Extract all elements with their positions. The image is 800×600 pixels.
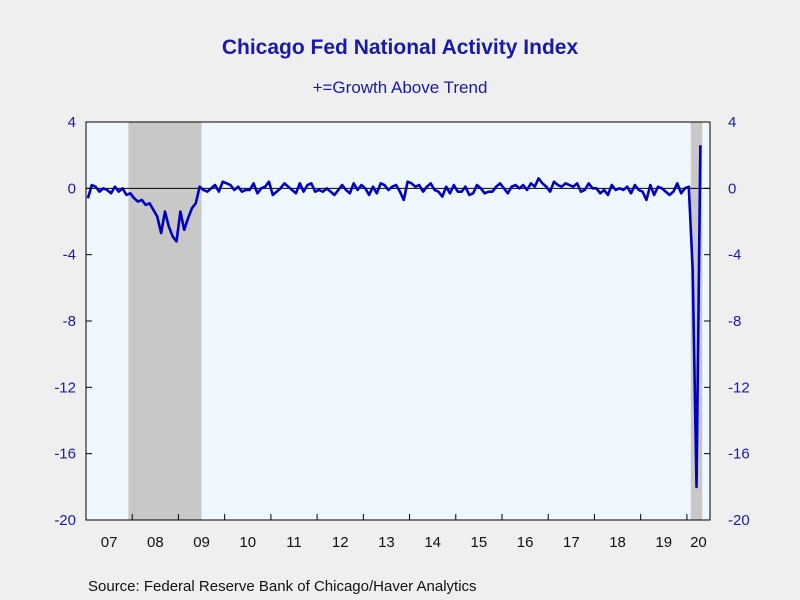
x-tick-label: 18 (609, 534, 626, 551)
series-line (86, 145, 702, 489)
y-tick-label-right: -16 (728, 446, 750, 463)
recession-band (128, 122, 202, 520)
y-tick-label-left: -16 (54, 446, 76, 463)
x-tick-label: 08 (147, 534, 164, 551)
x-tick-label: 11 (286, 534, 302, 551)
chart-subtitle: +=Growth Above Trend (312, 78, 488, 97)
y-tick-label-right: -8 (728, 313, 741, 330)
x-tick-label: 15 (471, 534, 488, 551)
y-axis-right: 4 0 -4 -8 -12 -16 -20 (704, 114, 750, 529)
x-tick-label: 07 (101, 534, 118, 551)
source-note: Source: Federal Reserve Bank of Chicago/… (88, 578, 477, 595)
x-tick-label: 14 (424, 534, 441, 551)
y-tick-label-right: -20 (728, 512, 750, 529)
recession-band (690, 122, 703, 520)
y-tick-label-left: -12 (54, 379, 76, 396)
chart-title: Chicago Fed National Activity Index (221, 36, 579, 59)
x-tick-label: 10 (239, 534, 256, 551)
x-tick-label: 12 (332, 534, 349, 551)
x-tick-label: 20 (690, 534, 707, 551)
y-axis-left: 4 0 -4 -8 -12 -16 -20 (54, 114, 92, 529)
y-tick-label-right: 4 (728, 114, 736, 131)
y-tick-label-right: 0 (728, 180, 736, 197)
y-tick-label-right: -4 (728, 247, 741, 264)
x-tick-label: 13 (378, 534, 395, 551)
y-tick-label-left: -4 (63, 247, 76, 264)
x-tick-label: 09 (193, 534, 210, 551)
y-tick-label-right: -12 (728, 379, 750, 396)
y-tick-label-left: 4 (68, 114, 76, 131)
x-axis: 07 08 09 10 11 12 13 14 15 16 17 18 19 20 (101, 514, 707, 551)
y-tick-label-left: -8 (63, 313, 76, 330)
y-tick-label-left: 0 (68, 180, 76, 197)
y-tick-label-left: -20 (54, 512, 76, 529)
x-tick-label: 17 (563, 534, 580, 551)
series-layer (86, 145, 702, 489)
x-tick-label: 16 (517, 534, 534, 551)
x-tick-label: 19 (655, 534, 672, 551)
